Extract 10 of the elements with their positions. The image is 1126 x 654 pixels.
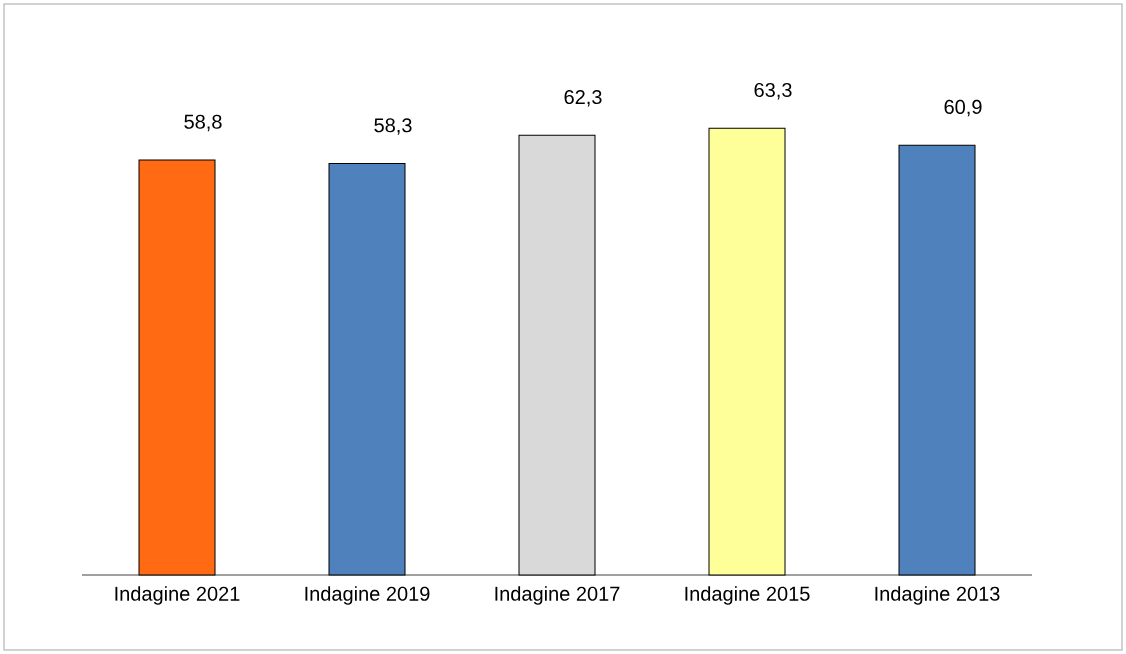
x-tick-label: Indagine 2021 bbox=[115, 586, 240, 605]
x-tick-label: Indagine 2015 bbox=[685, 586, 810, 605]
data-label: 63,3 bbox=[754, 82, 792, 100]
x-tick-label: Indagine 2019 bbox=[305, 586, 430, 605]
x-tick-label: Indagine 2013 bbox=[875, 586, 1000, 605]
data-label: 60,9 bbox=[944, 99, 982, 117]
x-tick-label: Indagine 2017 bbox=[495, 586, 620, 605]
data-label: 58,3 bbox=[374, 118, 412, 135]
data-label: 62,3 bbox=[564, 89, 602, 107]
data-label: 58,8 bbox=[184, 114, 222, 132]
